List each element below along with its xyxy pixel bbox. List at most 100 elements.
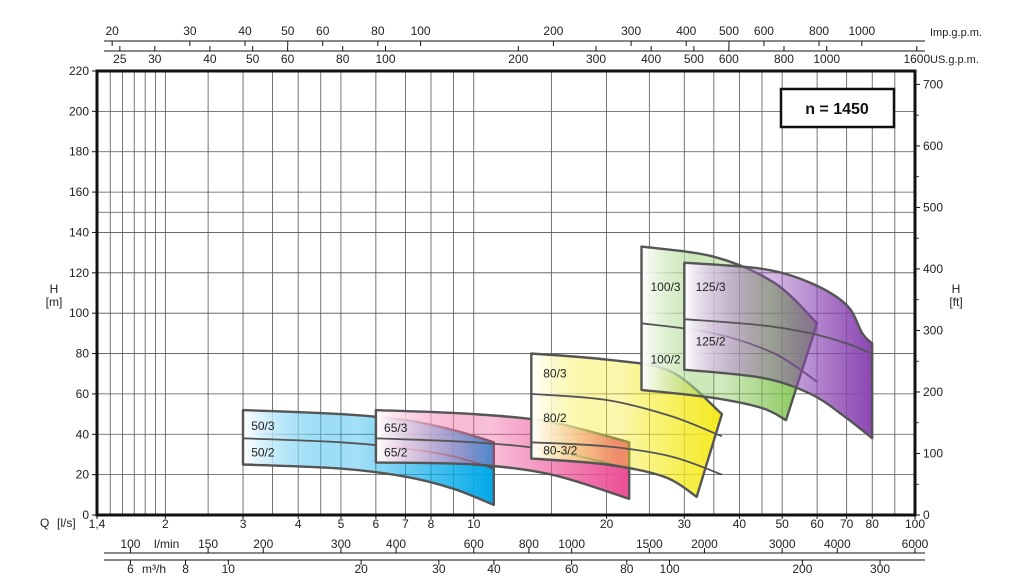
- pump-outline-125: [683, 261, 874, 440]
- imp-gpm-tick-label: 1000: [848, 24, 875, 38]
- y-left-tick-label: 20: [76, 468, 90, 482]
- lmin-tick-label: 300: [331, 537, 351, 551]
- pump-outline-65: [374, 408, 631, 501]
- us-gpm-tick-label: 60: [281, 52, 295, 66]
- us-gpm-tick-label: 80: [336, 52, 350, 66]
- x-tick-label: 5: [338, 517, 345, 531]
- y-left-label: H: [50, 282, 59, 296]
- curve-label-50-2: 50/2: [251, 445, 275, 459]
- m3h-label: m³/h: [142, 562, 166, 576]
- speed-label: n = 1450: [805, 101, 869, 118]
- y-left-tick-label: 180: [69, 145, 89, 159]
- us-gpm-tick-label: 200: [508, 52, 528, 66]
- x-tick-label: 3: [240, 517, 247, 531]
- y-left-tick-label: 120: [69, 266, 89, 280]
- pump-outline-50: [241, 408, 495, 507]
- y-right-tick-label: 200: [923, 385, 943, 399]
- axes: 0204060801001201401601802002200100200300…: [69, 24, 943, 576]
- imp-gpm-tick-label: 50: [281, 24, 295, 38]
- us-gpm-tick-label: 300: [586, 52, 606, 66]
- lmin-tick-label: 800: [519, 537, 539, 551]
- lmin-tick-label: 3000: [769, 537, 796, 551]
- m3h-tick-label: 40: [487, 562, 501, 576]
- m3h-tick-label: 80: [620, 562, 634, 576]
- speed-box: n = 1450: [779, 87, 896, 129]
- lmin-tick-label: 6000: [902, 537, 929, 551]
- us-gpm-tick-label: 800: [774, 52, 794, 66]
- y-left-tick-label: 40: [76, 427, 90, 441]
- x-tick-label: 10: [467, 517, 481, 531]
- x-tick-label: 100: [905, 517, 925, 531]
- x-tick-label: 20: [600, 517, 614, 531]
- y-right-tick-label: 400: [923, 262, 943, 276]
- pump-curve-80: [531, 393, 723, 438]
- lmin-tick-label: 600: [464, 537, 484, 551]
- imp-gpm-tick-label: 60: [316, 24, 330, 38]
- y-left-unit: [m]: [46, 295, 63, 309]
- imp-gpm-tick-label: 20: [105, 24, 119, 38]
- imp-gpm-tick-label: 40: [238, 24, 252, 38]
- curve-label-100-2: 100/2: [650, 353, 680, 367]
- m3h-tick-label: 10: [222, 562, 236, 576]
- plot-frame: [95, 69, 917, 517]
- y-right-tick-label: 100: [923, 446, 943, 460]
- x-tick-label: 6: [373, 517, 380, 531]
- m3h-tick-label: 100: [660, 562, 680, 576]
- x-tick-label: 80: [866, 517, 880, 531]
- x-tick-label: 40: [733, 517, 747, 531]
- x-tick-label: 30: [678, 517, 692, 531]
- lmin-tick-label: 1500: [636, 537, 663, 551]
- x-tick-label: 4: [295, 517, 302, 531]
- curve-label-80-2: 80/2: [543, 411, 567, 425]
- x-tick-label: 70: [840, 517, 854, 531]
- series-layer: 50/3 50/2 65/3 65/2 80/3 80/2 80-3/2 100/3 100/2…: [241, 245, 874, 507]
- lmin-tick-label: 1000: [558, 537, 585, 551]
- imp-gpm-tick-label: 600: [754, 24, 774, 38]
- us-gpm-tick-label: 50: [246, 52, 260, 66]
- imp-gpm-tick-label: 200: [543, 24, 563, 38]
- y-left-tick-label: 200: [69, 104, 89, 118]
- pump-outline-80: [530, 352, 724, 498]
- curve-label-125-2: 125/2: [696, 334, 726, 348]
- imp-gpm-label: Imp.g.p.m.: [930, 27, 982, 39]
- y-right-label: H: [952, 282, 961, 296]
- imp-gpm-tick-label: 80: [371, 24, 385, 38]
- us-gpm-label: US.g.p.m.: [930, 54, 979, 66]
- imp-gpm-tick-label: 500: [719, 24, 739, 38]
- imp-gpm-tick-label: 30: [183, 24, 197, 38]
- y-left-tick-label: 100: [69, 306, 89, 320]
- x-tick-label: 50: [775, 517, 789, 531]
- m3h-tick-label: 30: [432, 562, 446, 576]
- curve-label-80-3: 80/3: [543, 367, 567, 381]
- x-tick-label: 60: [810, 517, 824, 531]
- lmin-tick-label: 150: [198, 537, 218, 551]
- lmin-tick-label: 400: [386, 537, 406, 551]
- m3h-tick-label: 300: [870, 562, 890, 576]
- x-label-unit: [l/s]: [57, 516, 76, 530]
- pump-envelope-125: [684, 262, 873, 439]
- lmin-tick-label: 2000: [691, 537, 718, 551]
- curve-label-50-3: 50/3: [251, 419, 275, 433]
- us-gpm-tick-label: 400: [641, 52, 661, 66]
- y-left-tick-label: 80: [76, 347, 90, 361]
- x-tick-label: 1,4: [89, 517, 106, 531]
- y-right-tick-label: 500: [923, 200, 943, 214]
- y-left-tick-label: 0: [82, 508, 89, 522]
- us-gpm-tick-label: 30: [148, 52, 162, 66]
- y-left-tick-label: 160: [69, 185, 89, 199]
- curve-label-80-3-2: 80-3/2: [543, 443, 577, 457]
- us-gpm-tick-label: 100: [375, 52, 395, 66]
- us-gpm-tick-label: 600: [719, 52, 739, 66]
- imp-gpm-tick-label: 400: [676, 24, 696, 38]
- y-right-tick-label: 0: [923, 508, 930, 522]
- m3h-tick-label: 200: [792, 562, 812, 576]
- pump-family-125: 125/3 125/2: [683, 261, 874, 440]
- imp-gpm-tick-label: 300: [621, 24, 641, 38]
- us-gpm-tick-label: 25: [113, 52, 127, 66]
- lmin-tick-label: 4000: [824, 537, 851, 551]
- x-label: Q: [40, 516, 49, 530]
- y-right-tick-label: 700: [923, 77, 943, 91]
- curve-label-65-2: 65/2: [384, 445, 408, 459]
- imp-gpm-tick-label: 800: [809, 24, 829, 38]
